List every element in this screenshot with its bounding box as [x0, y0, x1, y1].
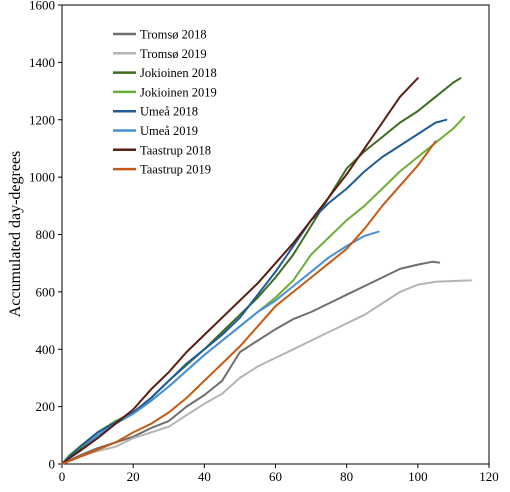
y-tick-label: 1000 [29, 170, 55, 185]
legend: Tromsø 2018 Tromsø 2019 Jokioinen 2018 Joki… [113, 28, 217, 177]
axes: 0 20 40 60 80 100 1200200400600800100012001400… [29, 0, 499, 484]
series-line-2 [61, 279, 473, 465]
legend-label-3: Jokioinen 2018 [140, 66, 217, 80]
x-tick-label: 40 [198, 469, 211, 484]
y-tick-label: 800 [36, 227, 56, 242]
y-tick-label: 200 [36, 399, 56, 414]
x-tick-label: 80 [340, 469, 353, 484]
y-tick-label: 1600 [29, 0, 55, 13]
y-tick-label: 1400 [29, 55, 55, 70]
y-axis-title: Accumulated day-degrees [7, 151, 24, 318]
legend-label-5: Umeå 2018 [140, 105, 198, 119]
x-tick-label: 60 [269, 469, 282, 484]
series-line-5 [61, 118, 448, 465]
y-tick-label: 400 [36, 342, 56, 357]
y-tick-label: 600 [36, 284, 56, 299]
legend-label-6: Umeå 2019 [140, 124, 198, 138]
series-line-8 [61, 140, 437, 465]
x-tick-label: 100 [408, 469, 428, 484]
legend-label-4: Jokioinen 2019 [140, 85, 217, 99]
series-lines [61, 77, 473, 465]
plot-frame [61, 4, 490, 465]
legend-label-7: Taastrup 2018 [140, 143, 211, 157]
series-line-7 [61, 77, 419, 465]
series-line-6 [61, 230, 380, 465]
legend-label-2: Tromsø 2019 [140, 47, 207, 61]
y-tick-label: 1200 [29, 112, 55, 127]
series-line-1 [61, 260, 441, 465]
y-tick-label: 0 [49, 457, 56, 472]
x-tick-label: 0 [59, 469, 66, 484]
x-tick-label: 20 [127, 469, 140, 484]
legend-label-1: Tromsø 2018 [140, 28, 207, 42]
legend-label-8: Taastrup 2019 [140, 163, 211, 177]
x-tick-label: 120 [479, 469, 499, 484]
